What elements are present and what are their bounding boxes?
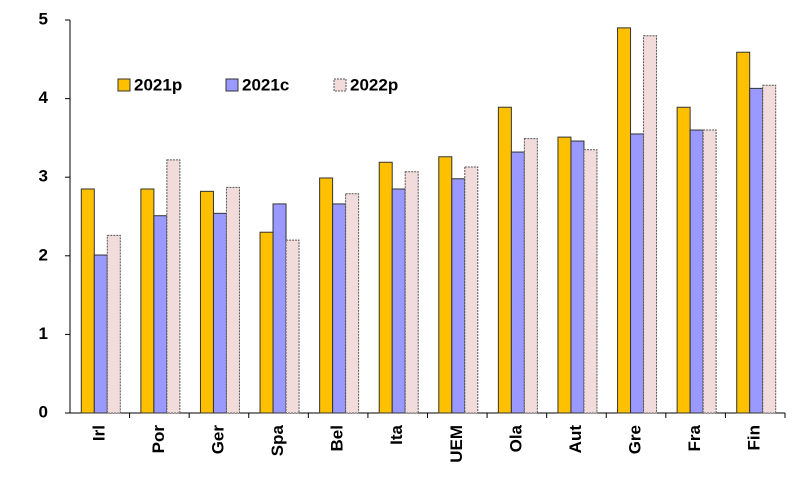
bar [140,188,155,414]
bar [272,203,287,414]
y-tick-label: 2 [39,245,48,264]
x-tick-label: Fin [745,425,764,451]
legend-label: 2021c [242,75,289,94]
legend-label: 2022p [350,75,398,94]
bar [630,133,645,414]
bar [749,87,764,414]
bar [153,215,168,414]
x-tick-label: Fra [685,424,704,451]
bar [736,51,751,414]
y-tick-label: 0 [39,402,48,421]
bar [166,159,181,414]
bar [93,254,108,414]
bar [345,193,360,414]
bar [643,35,658,414]
legend-swatch [333,78,347,92]
legend-swatch [117,78,131,92]
bar [497,106,512,414]
bar [762,84,777,414]
bar [391,188,406,414]
x-tick-label: Bel [328,425,347,451]
bar [557,136,572,414]
bar [464,166,479,414]
legend-swatch [225,78,239,92]
y-tick-label: 3 [39,167,48,186]
bar [676,106,691,414]
bar [617,27,632,414]
bar [523,138,538,414]
x-tick-label: Ita [387,424,406,444]
bar [225,186,240,414]
x-tick-label: Gre [626,425,645,454]
bar [106,234,121,414]
y-tick-label: 1 [39,324,48,343]
y-tick-label: 4 [39,88,49,107]
bar [702,129,717,414]
x-tick-label: Aut [566,425,585,454]
bar [404,171,419,414]
x-tick-label: Irl [89,425,108,441]
bar [570,140,585,414]
bar [212,212,227,414]
bar [285,239,300,414]
bar [583,149,598,414]
x-tick-label: Ola [506,424,525,452]
x-tick-label: Por [149,425,168,454]
x-tick-label: Ger [208,425,227,455]
bar [80,188,95,414]
y-tick-label: 5 [39,9,48,28]
bar [689,129,704,414]
bar [510,151,525,414]
bar [332,203,347,414]
bar [378,161,393,414]
legend-label: 2021p [134,75,182,94]
bar [319,177,334,414]
bar [438,156,453,414]
x-tick-label: Spa [268,424,287,456]
bar [259,231,274,414]
x-tick-label: UEM [447,425,466,463]
bar [451,178,466,414]
bar [199,190,214,414]
